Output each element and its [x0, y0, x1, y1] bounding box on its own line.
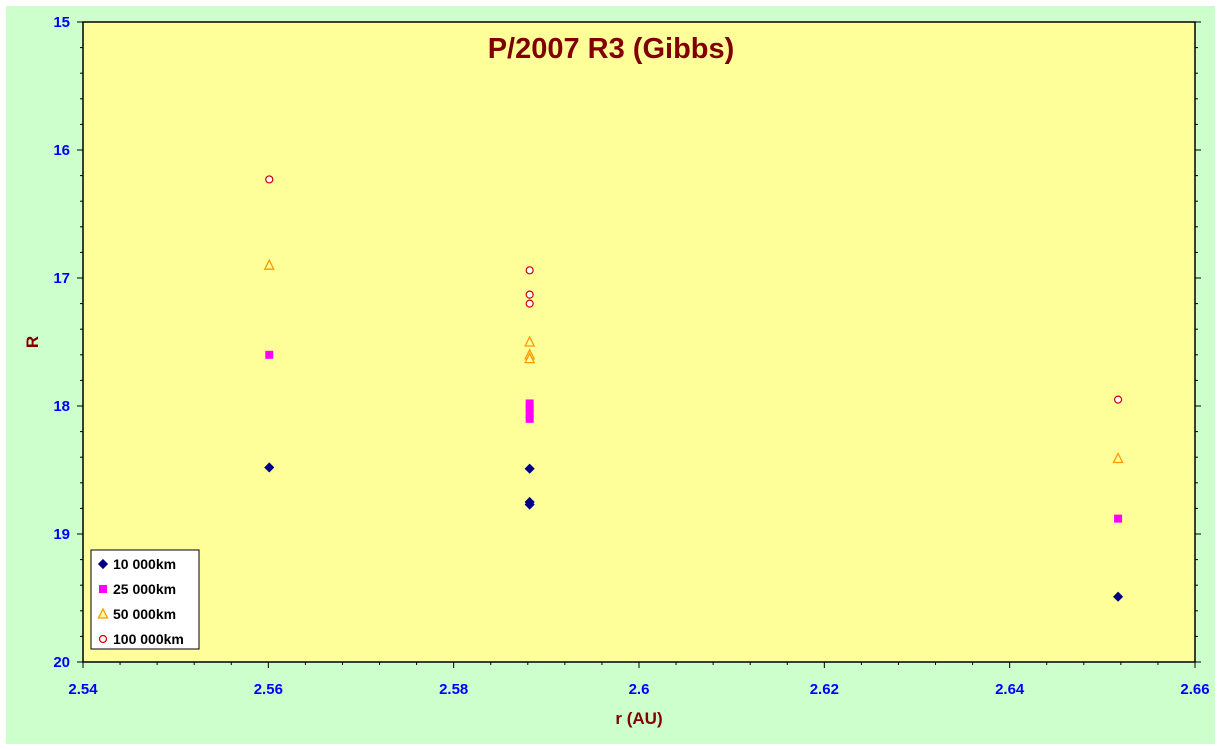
- x-axis-title: r (AU): [615, 709, 662, 728]
- y-tick-label: 15: [53, 14, 70, 31]
- data-point-triangle: [1112, 452, 1124, 464]
- data-point-triangle: [524, 352, 536, 364]
- data-point-square: [525, 409, 534, 418]
- data-point-square: [1114, 514, 1123, 523]
- plot-area: [82, 21, 1196, 663]
- y-axis: 15 16 17 18 19 20: [53, 14, 1201, 671]
- data-point-square: [525, 414, 534, 423]
- legend-label: 50 000km: [113, 606, 176, 622]
- data-points: [263, 175, 1124, 602]
- legend: 10 000km 25 000km 50 000km 100 000km: [90, 549, 200, 650]
- data-point-circle: [525, 266, 534, 275]
- x-tick-label: 2.64: [995, 681, 1025, 698]
- data-point-diamond: [1113, 591, 1124, 602]
- data-point-circle: [525, 290, 534, 299]
- legend-marker-circle: [98, 634, 108, 644]
- x-tick-label: 2.58: [439, 681, 468, 698]
- data-point-circle: [1113, 395, 1123, 404]
- legend-box: [90, 549, 200, 650]
- data-point-diamond: [524, 499, 535, 510]
- data-point-circle: [525, 299, 534, 308]
- legend-marker-diamond: [97, 558, 109, 570]
- legend-label: 25 000km: [113, 581, 176, 597]
- y-axis-title: R: [23, 336, 42, 348]
- legend-label: 10 000km: [113, 556, 176, 572]
- x-tick-label: 2.56: [254, 681, 283, 698]
- y-tick-label: 19: [53, 526, 70, 543]
- data-point-circle: [265, 175, 274, 184]
- y-tick-label: 18: [53, 398, 70, 415]
- x-axis: 2.54 2.56 2.58 2.6 2.62 2.64 2.66: [68, 662, 1210, 698]
- data-point-triangle: [263, 258, 275, 270]
- y-tick-label: 16: [53, 142, 70, 159]
- legend-marker-triangle: [97, 607, 109, 619]
- data-point-diamond: [264, 462, 275, 473]
- data-point-square: [525, 404, 534, 413]
- legend-marker-square: [99, 585, 107, 593]
- x-tick-label: 2.6: [629, 681, 650, 698]
- data-point-triangle: [524, 335, 536, 347]
- data-point-square: [525, 399, 534, 408]
- chart-title: P/2007 R3 (Gibbs): [488, 33, 735, 65]
- data-point-square: [265, 350, 274, 359]
- legend-label: 100 000km: [113, 631, 184, 647]
- y-tick-label: 17: [53, 270, 70, 287]
- x-tick-label: 2.62: [810, 681, 839, 698]
- y-tick-label: 20: [53, 654, 70, 671]
- x-tick-label: 2.54: [68, 681, 98, 698]
- data-point-diamond: [524, 463, 535, 474]
- x-tick-label: 2.66: [1180, 681, 1209, 698]
